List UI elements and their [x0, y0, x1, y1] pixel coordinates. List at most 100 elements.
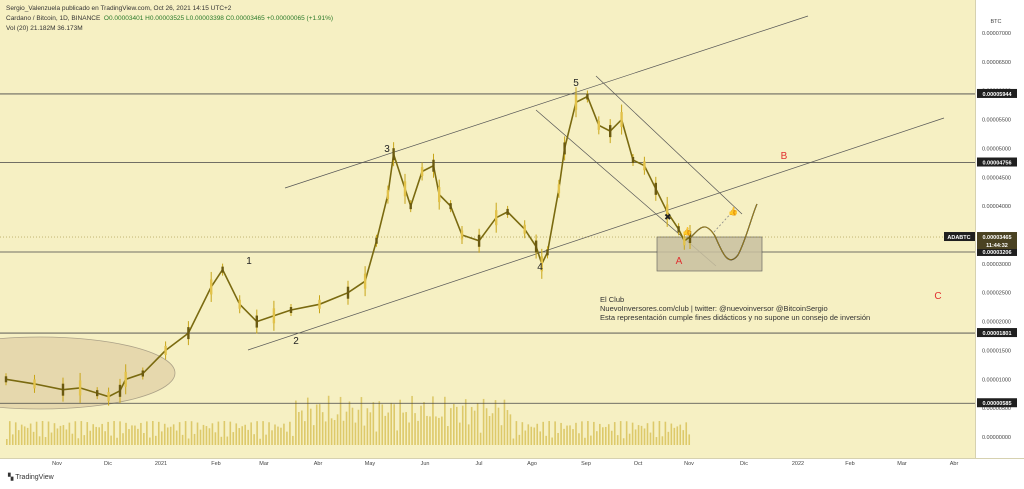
volume-bar: [363, 425, 366, 445]
candle-body: [683, 236, 686, 246]
volume-bar: [140, 422, 142, 445]
volume-bar: [68, 422, 71, 445]
volume-bar: [411, 395, 413, 445]
volume-bar: [673, 427, 676, 445]
candle-body: [477, 234, 481, 247]
volume-bar: [253, 434, 255, 445]
candles: [4, 87, 692, 406]
x-tick-label: Ago: [527, 461, 537, 467]
volume-bar: [312, 425, 315, 445]
level-tag-label: 0.00004756: [982, 161, 1011, 167]
candle-body: [609, 125, 612, 138]
volume-bar: [289, 421, 291, 445]
volume-bar: [426, 415, 428, 445]
volume-bar: [515, 421, 518, 445]
volume-bar: [432, 396, 434, 445]
volume-bar: [622, 438, 625, 445]
symbol-tag-bg: [944, 232, 975, 242]
candle-body: [363, 273, 367, 289]
volume-bar: [667, 431, 670, 445]
volume-bar: [533, 427, 536, 445]
volume-bar: [321, 412, 324, 445]
wave-label: 1: [246, 256, 252, 267]
projection-curve-glow: [689, 203, 758, 261]
volume-bar: [205, 426, 208, 445]
volume-bar: [47, 421, 50, 445]
volume-bar: [244, 424, 246, 445]
volume-bar: [128, 429, 130, 445]
candle-body: [392, 148, 395, 161]
volume-bar: [220, 436, 223, 445]
volume-bar: [134, 425, 136, 445]
candle-body: [666, 204, 669, 220]
x-tick-label: Abr: [314, 461, 323, 467]
volume-bar: [166, 427, 169, 445]
y-tick-label: 0.00001500: [982, 348, 1011, 354]
volume-bar: [208, 428, 211, 445]
volume-bar: [372, 402, 375, 445]
volume-bar: [20, 424, 23, 445]
x-tick-label: Mar: [259, 461, 269, 467]
volume-bar: [26, 427, 29, 445]
volume-bar: [116, 437, 118, 445]
volume-bar: [110, 435, 112, 445]
time-axis-bar[interactable]: [0, 458, 1024, 489]
down-channel-upper: [595, 75, 743, 215]
candle-body: [546, 249, 549, 256]
volume-bar: [435, 416, 437, 445]
volume-bar: [155, 435, 157, 445]
volume-bar: [101, 423, 103, 445]
volume-bar: [408, 422, 410, 445]
volume-bar: [280, 427, 282, 445]
volume-bar: [581, 421, 583, 445]
tradingview-logo[interactable]: ▚ TradingView: [8, 474, 54, 481]
volume-bar: [160, 431, 163, 445]
volume-bar: [625, 421, 628, 445]
volume-bar: [470, 406, 473, 445]
volume-bar: [74, 421, 77, 445]
volume-bar: [330, 418, 333, 445]
volume-bar: [369, 412, 372, 445]
volume-bar: [488, 416, 491, 445]
volume-bar: [444, 396, 446, 445]
volume-bar: [458, 422, 461, 445]
level-tag-bg: [977, 88, 1017, 98]
candle-body: [318, 299, 321, 309]
volume-bar: [566, 425, 568, 445]
volume-bar: [521, 422, 524, 445]
volume-bar: [455, 406, 458, 445]
volume-bar: [607, 424, 610, 445]
volume-bar: [199, 429, 202, 445]
volume-bar: [512, 438, 515, 445]
volume-bar: [506, 410, 509, 445]
x-tick-label: Jul: [475, 461, 482, 467]
candle-body: [586, 93, 589, 100]
volume-bar: [131, 425, 133, 445]
x-tick-label: 2022: [792, 461, 804, 467]
volume-bar: [384, 415, 387, 445]
volume-bar: [301, 410, 303, 445]
volume-series: [6, 395, 691, 445]
volume-bar: [315, 404, 318, 445]
volume-bar: [381, 404, 384, 445]
volume-bar: [286, 431, 288, 445]
y-tick-label: 0.00001000: [982, 377, 1011, 383]
y-tick-label: 0.00000500: [982, 406, 1011, 412]
author-line: Sergio_Valenzuela publicado en TradingVi…: [6, 5, 232, 12]
candle-body: [557, 184, 561, 194]
volume-bar: [575, 422, 577, 445]
volume-bar: [658, 421, 661, 445]
volume-bar: [62, 425, 65, 445]
wave-label: 5: [573, 78, 579, 89]
volume-bar: [453, 403, 455, 445]
volume-bar: [175, 430, 178, 445]
volume-bar: [143, 433, 145, 445]
candle-body: [631, 156, 635, 163]
volume-bar: [390, 402, 393, 445]
price-axis[interactable]: [975, 0, 1024, 458]
level-tag-bg: [977, 157, 1017, 167]
volume-bar: [104, 431, 106, 445]
volume-bar: [438, 417, 440, 445]
volume-bar: [295, 400, 297, 445]
